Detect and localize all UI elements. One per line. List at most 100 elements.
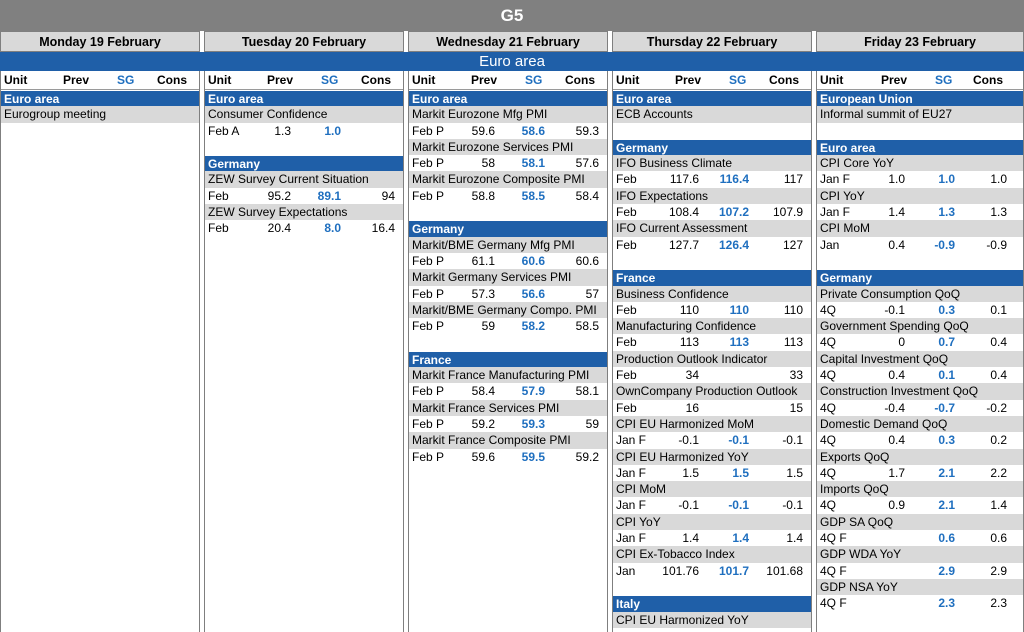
column-header: Unit Prev SG Cons [205, 71, 403, 90]
column-header: Unit Prev SG Cons [1, 71, 199, 90]
indicator-name: GDP NSA YoY [817, 578, 1023, 596]
sg-forecast-cell: 59.3 [521, 416, 545, 431]
cons-cell: 58.1 [575, 384, 599, 399]
indicator-name: Markit Eurozone Composite PMI [409, 171, 607, 188]
prev-cell: 1.3 [274, 123, 291, 138]
prev-cell: 16 [685, 400, 699, 415]
value-row: Feb P 58.8 58.5 58.4 [409, 188, 607, 204]
cons-cell: 59 [585, 416, 599, 431]
value-row: Feb 16 15 [613, 400, 811, 416]
value-row: Jan 0.4 -0.9 -0.9 [817, 237, 1023, 253]
cons-cell: 94 [381, 188, 395, 203]
sg-forecast-cell: 2.1 [938, 465, 955, 480]
header-sg: SG [935, 73, 953, 87]
prev-cell: 57.3 [471, 286, 495, 301]
prev-cell: -0.4 [884, 400, 905, 415]
unit-cell: Feb [616, 302, 637, 317]
header-cons: Cons [769, 73, 799, 87]
indicator-name: Business Confidence [613, 285, 811, 302]
indicator-name: Construction Investment QoQ [817, 383, 1023, 400]
cons-cell: 0.1 [990, 302, 1007, 317]
indicator-name: Domestic Demand QoQ [817, 415, 1023, 433]
sg-forecast-cell: 0.7 [938, 335, 955, 350]
header-sg: SG [729, 73, 747, 87]
column-header: Unit Prev SG Cons [409, 71, 607, 90]
unit-cell: 4Q [820, 465, 837, 480]
indicator-name: Markit France Manufacturing PMI [409, 367, 607, 384]
day-column: Unit Prev SG Cons European Union Informal sum… [816, 71, 1024, 632]
indicator-name: CPI MoM [817, 220, 1023, 237]
indicator-name: ZEW Survey Current Situation [205, 171, 403, 188]
indicator-name: CPI EU Harmonized MoM [613, 415, 811, 433]
sg-forecast-cell: 101.7 [718, 563, 749, 578]
value-row: Feb 95.2 89.1 94 [205, 188, 403, 204]
indicator-name: GDP SA QoQ [817, 513, 1023, 531]
unit-cell: Feb A [208, 123, 240, 138]
prev-cell: 95.2 [267, 188, 291, 203]
unit-cell: Feb [208, 221, 229, 236]
cons-cell: 127 [782, 237, 803, 252]
cons-cell: 16.4 [371, 221, 395, 236]
prev-cell: 1.4 [888, 205, 905, 220]
prev-cell: -0.1 [678, 498, 699, 513]
header-cons: Cons [361, 73, 391, 87]
indicator-name: Consumer Confidence [205, 106, 403, 123]
value-row: Feb P 59.6 59.5 59.2 [409, 449, 607, 465]
value-row: Jan F -0.1 -0.1 -0.1 [613, 497, 811, 513]
prev-cell: 58.8 [471, 188, 495, 203]
header-cons: Cons [157, 73, 187, 87]
value-row: Feb P 58.4 57.9 58.1 [409, 383, 607, 399]
sg-forecast-cell: 2.1 [938, 498, 955, 513]
cons-cell: 33 [789, 368, 803, 383]
section-header: Euro area [1, 90, 199, 107]
indicator-name: Government Spending QoQ [817, 318, 1023, 335]
unit-cell: 4Q [820, 433, 837, 448]
prev-cell: 20.4 [267, 221, 291, 236]
sg-forecast-cell: 1.4 [732, 531, 749, 546]
cons-cell: 107.9 [772, 205, 803, 220]
indicator-name: Markit/BME Germany Compo. PMI [409, 301, 607, 319]
day-header: Monday 19 February [0, 31, 200, 52]
unit-cell: 4Q [820, 400, 837, 415]
cons-cell: 1.4 [990, 498, 1007, 513]
cons-cell: 59.2 [575, 449, 599, 464]
day-header: Friday 23 February [816, 31, 1024, 52]
cons-cell: 15 [789, 400, 803, 415]
sg-forecast-cell: 2.3 [938, 596, 955, 611]
prev-cell: 1.7 [888, 465, 905, 480]
indicator-name: CPI MoM [613, 481, 811, 498]
indicator-name: CPI EU Harmonized YoY [613, 448, 811, 465]
unit-cell: Jan F [616, 433, 647, 448]
unit-cell: Feb P [412, 123, 445, 138]
sg-forecast-cell: 57.9 [521, 384, 545, 399]
header-prev: Prev [881, 73, 908, 87]
cons-cell: 1.4 [786, 531, 803, 546]
prev-cell: 0 [898, 335, 905, 350]
cons-cell: 57 [585, 286, 599, 301]
sg-forecast-cell: 2.9 [938, 563, 955, 578]
value-row: 4Q -0.4 -0.7 -0.2 [817, 400, 1023, 416]
section-header: Euro area [613, 90, 811, 107]
indicator-name: Imports QoQ [817, 481, 1023, 498]
indicator-name: CPI EU Harmonized YoY [613, 611, 811, 628]
sg-forecast-cell: 107.2 [718, 205, 749, 220]
spacer [613, 253, 811, 269]
unit-cell: 4Q [820, 498, 837, 513]
indicator-name: Markit France Composite PMI [409, 432, 607, 449]
value-row: Feb P 59 58.2 58.5 [409, 318, 607, 334]
prev-cell: 0.4 [888, 368, 905, 383]
sg-forecast-cell: 0.6 [938, 531, 955, 546]
prev-cell: 59.6 [471, 123, 495, 138]
cons-cell: -0.9 [986, 237, 1007, 252]
cons-cell: 117 [783, 172, 803, 187]
value-row: Feb 113 113 113 [613, 334, 811, 350]
indicator-name: Markit Germany Services PMI [409, 269, 607, 286]
cons-cell: 2.9 [990, 563, 1007, 578]
cons-cell: 59.3 [575, 123, 599, 138]
unit-cell: Feb [616, 172, 637, 187]
cons-cell: 1.5 [786, 465, 803, 480]
spacer [205, 139, 403, 155]
day-header-row: Monday 19 February Tuesday 20 February Wed… [0, 31, 1024, 52]
section-header: Germany [409, 220, 607, 237]
region-banner: Euro area [0, 52, 1024, 71]
